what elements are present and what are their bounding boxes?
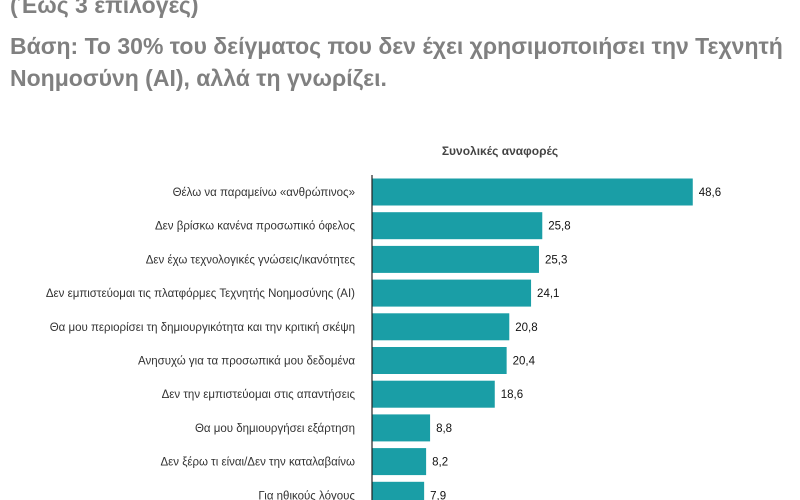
- category-label: Θέλω να παραμείνω «ανθρώπινος»: [173, 187, 355, 199]
- data-label: 7,9: [430, 490, 446, 500]
- data-label: 20,8: [515, 322, 537, 334]
- bar: [372, 178, 693, 206]
- category-label: Για ηθικούς λόγους: [258, 490, 355, 500]
- question-note: (Έως 3 επιλογές): [10, 0, 199, 18]
- data-label: 18,6: [501, 389, 523, 401]
- bar: [372, 279, 532, 307]
- bar: [372, 481, 425, 500]
- category-label: Δεν βρίσκω κανένα προσωπικό όφελος: [155, 221, 356, 233]
- data-label: 25,3: [545, 254, 567, 266]
- bar: [372, 414, 431, 442]
- data-label: 25,8: [548, 221, 570, 233]
- bar: [372, 212, 543, 240]
- category-label: Θα μου δημιουργήσει εξάρτηση: [195, 423, 355, 435]
- data-label: 8,8: [436, 423, 452, 435]
- base-description-line-1: Βάση: Το 30% του δείγματος που δεν έχει …: [10, 33, 783, 59]
- bar: [372, 313, 510, 341]
- base-description-line-2: Νοημοσύνη (AI), αλλά τη γνωρίζει.: [10, 65, 387, 91]
- data-label: 20,4: [513, 356, 536, 368]
- category-label: Ανησυχώ για τα προσωπικά μου δεδομένα: [138, 356, 355, 368]
- category-label: Δεν εμπιστεύομαι τις πλατφόρμες Τεχνητής…: [46, 288, 355, 300]
- bar: [372, 245, 539, 273]
- bar: [372, 380, 495, 408]
- bar: [372, 347, 507, 374]
- data-label: 24,1: [537, 288, 559, 300]
- series-heading: Συνολικές αναφορές: [442, 144, 558, 158]
- category-label: Δεν ξέρω τι είναι/Δεν την καταλαβαίνω: [160, 457, 355, 469]
- category-label: Δεν την εμπιστεύομαι στις απαντήσεις: [162, 389, 356, 401]
- category-label: Δεν έχω τεχνολογικές γνώσεις/ικανότητες: [146, 254, 356, 266]
- bar: [372, 448, 427, 476]
- data-label: 8,2: [432, 457, 448, 469]
- data-label: 48,6: [699, 187, 721, 199]
- category-label: Θα μου περιορίσει τη δημιουργικότητα και…: [50, 322, 355, 334]
